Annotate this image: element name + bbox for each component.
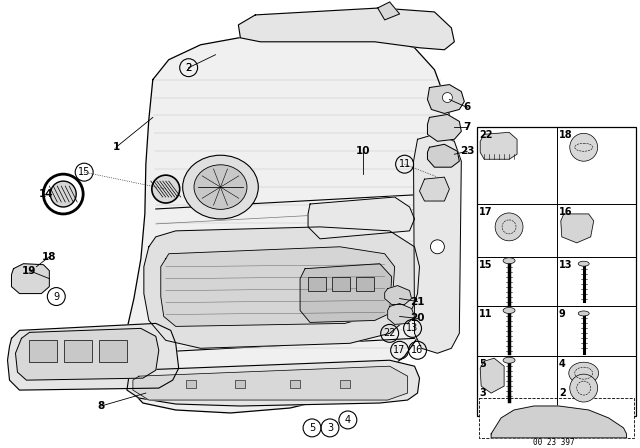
Bar: [64, 340, 92, 362]
Polygon shape: [480, 358, 504, 393]
Text: 4: 4: [345, 415, 351, 425]
Text: 19: 19: [22, 266, 36, 276]
Text: 22: 22: [383, 328, 396, 338]
Bar: [340, 380, 350, 388]
Text: 1: 1: [113, 142, 120, 152]
Text: 7: 7: [463, 122, 471, 132]
Bar: [29, 340, 58, 362]
Polygon shape: [419, 177, 449, 201]
Text: 13: 13: [559, 260, 572, 270]
Circle shape: [570, 374, 598, 402]
Bar: [332, 277, 350, 291]
Text: 3: 3: [327, 423, 333, 433]
Text: 6: 6: [463, 103, 471, 112]
Text: 9: 9: [559, 310, 566, 319]
Bar: [186, 380, 196, 388]
Text: 9: 9: [53, 292, 60, 302]
Text: 10: 10: [356, 146, 370, 156]
Ellipse shape: [503, 258, 515, 264]
Polygon shape: [385, 285, 412, 305]
Text: 2: 2: [559, 388, 566, 398]
Text: 18: 18: [559, 130, 572, 140]
Text: 3: 3: [479, 388, 486, 398]
Polygon shape: [480, 132, 517, 159]
Polygon shape: [308, 197, 415, 239]
Text: 5: 5: [479, 359, 486, 369]
Text: 23: 23: [460, 146, 474, 156]
Circle shape: [152, 175, 180, 203]
Ellipse shape: [182, 155, 259, 219]
Polygon shape: [491, 406, 627, 438]
Bar: [477, 127, 636, 416]
Polygon shape: [428, 85, 464, 113]
Ellipse shape: [578, 261, 589, 266]
Text: 16: 16: [412, 345, 424, 355]
Bar: [356, 277, 374, 291]
Text: 21: 21: [410, 297, 425, 306]
Polygon shape: [561, 214, 594, 243]
Ellipse shape: [503, 357, 515, 363]
Polygon shape: [15, 328, 159, 380]
Text: 00 23 397: 00 23 397: [533, 438, 575, 447]
Polygon shape: [300, 264, 392, 323]
Polygon shape: [144, 227, 419, 348]
Polygon shape: [388, 303, 415, 324]
Bar: [99, 340, 127, 362]
Polygon shape: [378, 2, 399, 20]
Polygon shape: [123, 30, 458, 413]
Text: 14: 14: [39, 189, 54, 199]
Text: 11: 11: [479, 310, 493, 319]
Polygon shape: [428, 144, 460, 167]
Ellipse shape: [503, 307, 515, 314]
Text: 15: 15: [479, 260, 493, 270]
Circle shape: [442, 93, 452, 103]
Text: 2: 2: [186, 63, 192, 73]
Text: 22: 22: [479, 130, 493, 140]
Ellipse shape: [194, 165, 247, 209]
Polygon shape: [127, 360, 419, 406]
Bar: [479, 398, 634, 438]
Polygon shape: [133, 366, 408, 400]
Text: 20: 20: [410, 314, 425, 323]
Text: 2: 2: [186, 63, 192, 73]
Circle shape: [570, 134, 598, 161]
Text: 11: 11: [399, 159, 411, 169]
Polygon shape: [12, 264, 49, 293]
Text: 18: 18: [42, 252, 56, 262]
Circle shape: [431, 240, 444, 254]
Polygon shape: [239, 8, 454, 50]
Polygon shape: [8, 323, 179, 390]
Text: 16: 16: [559, 207, 572, 217]
Bar: [308, 277, 326, 291]
Text: 17: 17: [394, 345, 406, 355]
Text: 4: 4: [559, 359, 566, 369]
Polygon shape: [428, 114, 461, 141]
Ellipse shape: [578, 311, 589, 316]
Bar: [290, 380, 300, 388]
Text: 13: 13: [406, 323, 419, 333]
Circle shape: [51, 181, 76, 207]
Circle shape: [495, 213, 523, 241]
Text: 8: 8: [97, 401, 105, 411]
Polygon shape: [161, 247, 395, 327]
Ellipse shape: [569, 362, 598, 384]
Text: 5: 5: [309, 423, 315, 433]
Polygon shape: [413, 134, 461, 353]
Text: 15: 15: [78, 167, 90, 177]
Bar: [236, 380, 245, 388]
Text: 17: 17: [479, 207, 493, 217]
